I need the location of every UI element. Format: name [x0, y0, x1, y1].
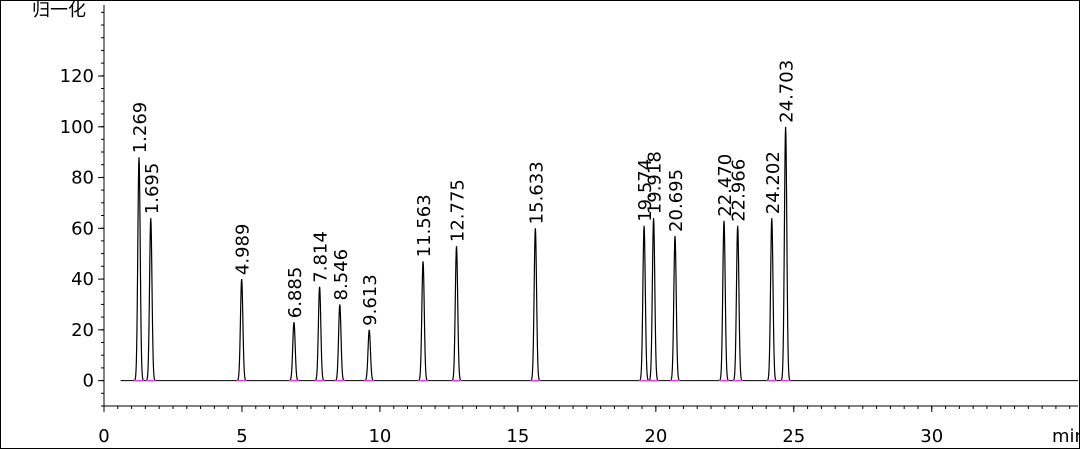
peak [766, 218, 777, 382]
peak-label: 20.695 [666, 169, 687, 232]
peak [719, 220, 729, 382]
peak [334, 304, 345, 382]
peak [133, 157, 145, 382]
x-tick-label: 5 [236, 426, 247, 447]
y-tick-label: 60 [71, 218, 94, 239]
x-tick-label: 20 [644, 426, 667, 447]
y-tick-label: 20 [71, 320, 94, 341]
peak-label: 6.885 [285, 267, 306, 319]
peak-label: 7.814 [311, 231, 332, 283]
peak [145, 218, 156, 382]
peak-label: 22.966 [729, 159, 750, 222]
peak [314, 286, 325, 382]
peak-label: 22.470 [715, 154, 736, 217]
x-axis-label: min [1052, 426, 1080, 447]
x-tick-label: 10 [368, 426, 391, 447]
y-tick-label: 80 [71, 168, 94, 189]
x-tick-label: 0 [98, 426, 109, 447]
peak-label: 1.269 [130, 102, 151, 154]
peak-label: 12.775 [447, 179, 468, 242]
peak-label: 19.918 [645, 151, 666, 214]
peak [364, 329, 375, 382]
peak-label: 24.202 [763, 151, 784, 214]
x-tick-label: 25 [782, 426, 805, 447]
y-tick-label: 40 [71, 269, 94, 290]
peak-label: 9.613 [360, 274, 381, 326]
peak-label: 11.563 [414, 194, 435, 257]
peak [648, 218, 659, 382]
peak [670, 235, 680, 382]
peak [530, 228, 541, 382]
x-tick-label: 15 [506, 426, 529, 447]
peak [639, 225, 650, 382]
y-tick-label: 0 [83, 371, 94, 392]
peak-label: 4.989 [233, 224, 254, 276]
peak-label: 8.546 [331, 249, 352, 301]
peak-label: 15.633 [526, 161, 547, 224]
peak [289, 322, 299, 382]
y-tick-label: 100 [60, 117, 94, 138]
y-axis-label: 归一化 [32, 0, 86, 21]
x-tick-label: 30 [920, 426, 943, 447]
peak [418, 261, 428, 382]
peak [236, 279, 247, 382]
peak-label: 1.695 [142, 163, 163, 215]
y-tick-label: 120 [60, 66, 94, 87]
peak [451, 246, 462, 382]
peak [780, 126, 791, 382]
peak-label: 19.574 [635, 159, 656, 222]
peak [732, 225, 743, 382]
peak-label: 24.703 [777, 60, 798, 123]
